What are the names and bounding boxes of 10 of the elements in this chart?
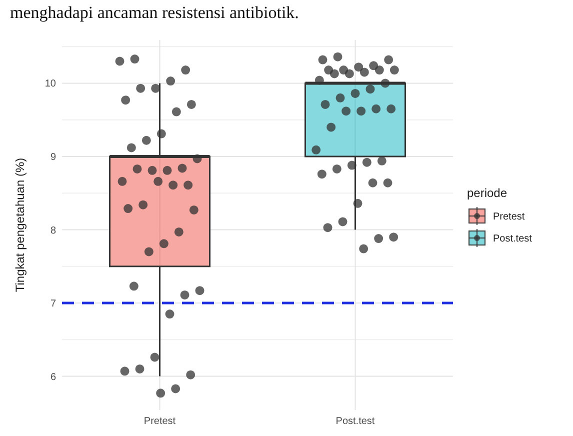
y-axis-title: Tingkat pengetahuan (%): [13, 158, 27, 292]
legend-label: Post.test: [493, 234, 532, 244]
y-tick-label: 8: [50, 225, 56, 236]
y-tick-label: 6: [50, 372, 56, 383]
y-tick-label: 7: [50, 298, 56, 310]
legend-label: Pretest: [493, 212, 525, 222]
y-tick-label: 9: [50, 152, 56, 163]
y-tick-label: 10: [44, 78, 56, 90]
legend-title: periode: [467, 186, 508, 200]
text: menghadapi ancaman resistensi antibiotik.: [10, 3, 299, 22]
